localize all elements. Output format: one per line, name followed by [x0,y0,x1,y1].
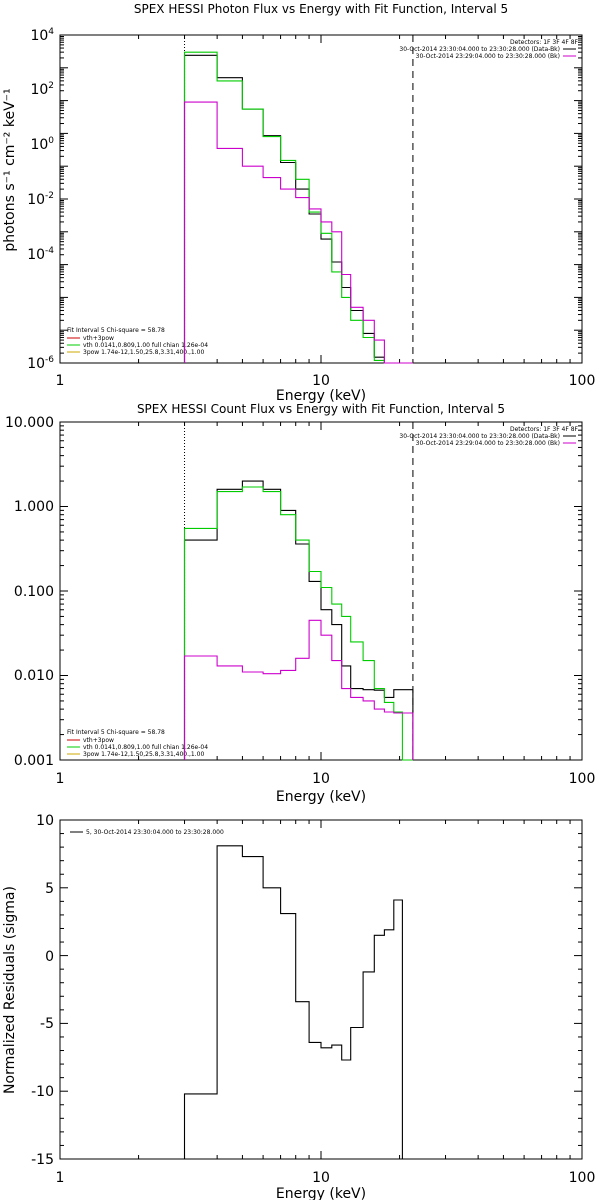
x-tick-label: 100 [569,373,596,389]
legend-entry-bk: 30-Oct-2014 23:29:04.000 to 23:30:28.000… [416,53,560,60]
x-tick-label: 1 [56,1170,65,1186]
legend-entry: 3pow 1.74e-12,1.50,25.8,3.31,400.,1.00 [83,349,204,356]
y-tick-label: 100 [30,136,54,153]
photon-flux-panel: SPEX HESSI Photon Flux vs Energy with Fi… [2,2,595,404]
series-data [183,54,413,364]
legend-entry: vth+3pow [83,737,114,744]
y-tick-label: 5 [45,881,54,897]
y-tick-label: -10 [31,1084,54,1100]
y-tick-label: 10-2 [27,191,54,208]
legend-top: Detectors: 1F 3F 4F 8F 30-Oct-2014 23:30… [399,39,578,60]
legend-entry: vth+3pow [83,335,114,342]
x-tick-label: 10 [312,771,330,787]
y-tick-label: 0.010 [14,668,54,684]
plot-frame [59,819,583,1160]
residuals-panel: Energy (keV) Normalized Residuals (sigma… [2,813,596,1202]
y-tick-label: 10-4 [27,246,54,263]
y-tick-label: 10 [36,813,54,829]
legend-entry-data-bk: 30-Oct-2014 23:30:04.000 to 23:30:28.000… [399,46,560,53]
series-3pow [183,101,413,364]
x-tick-label: 1 [56,373,65,389]
x-tick-labels: 1 10 100 [56,1170,596,1186]
chart-title: SPEX HESSI Photon Flux vs Energy with Fi… [134,2,508,16]
series-data [183,480,414,760]
series-5-30-oct-2014-23-30-04-000-to- [183,845,413,1160]
y-axis-label: photons s⁻¹ cm⁻² keV⁻¹ [2,88,18,251]
x-tick-label: 1 [56,771,65,787]
legend-entry-bk: 30-Oct-2014 23:29:04.000 to 23:30:28.000… [416,440,560,447]
y-tick-label: 104 [30,27,54,44]
legend-top: Detectors: 1F 3F 4F 8F 30-Oct-2014 23:30… [399,426,578,447]
y-tick-labels: 104 102 100 10-2 10-4 10-6 [27,27,54,372]
legend-entry: vth 0.0141,0.809,1.00 full chian 1.26e-0… [83,744,208,751]
series-vth-3pow [183,486,413,761]
legend-entry: 3pow 1.74e-12,1.50,25.8,3.31,400.,1.00 [83,751,204,758]
legend-fit-header: Fit Interval 5 Chi-square = 58.78 [67,729,165,736]
x-tick-label: 100 [569,1170,596,1186]
legend-detectors: Detectors: 1F 3F 4F 8F [510,39,579,46]
chart-title: SPEX HESSI Count Flux vs Energy with Fit… [137,402,505,416]
count-flux-panel: SPEX HESSI Count Flux vs Energy with Fit… [5,402,595,805]
plot-frame [59,34,583,364]
x-axis-label: Energy (keV) [276,789,366,805]
series-vth-3pow [183,51,413,364]
series-3pow [183,619,414,760]
y-tick-label: 0 [45,949,54,965]
x-axis-label: Energy (keV) [276,1186,366,1200]
y-tick-labels: 10.000 1.000 0.100 0.010 0.001 [5,415,54,769]
x-tick-labels: 1 10 100 [56,373,596,389]
x-tick-label: 100 [569,771,596,787]
legend-bottom: Fit Interval 5 Chi-square = 58.78 vth+3p… [67,729,208,758]
x-axis-label: Energy (keV) [276,388,366,404]
y-tick-label: -5 [40,1016,54,1032]
y-tick-label: -15 [31,1152,54,1168]
legend: 5, 30-Oct-2014 23:30:04.000 to 23:30:28.… [70,829,224,836]
x-tick-label: 10 [312,373,330,389]
y-tick-label: 10-6 [27,355,54,372]
y-tick-label: 0.100 [14,584,54,600]
legend-detectors: Detectors: 1F 3F 4F 8F [510,426,579,433]
legend-fit-header: Fit Interval 5 Chi-square = 58.78 [67,327,165,334]
legend-bottom: Fit Interval 5 Chi-square = 58.78 vth+3p… [67,327,208,356]
y-tick-label: 10.000 [5,415,54,431]
legend-entry-data-bk: 30-Oct-2014 23:30:04.000 to 23:30:28.000… [399,433,560,440]
y-axis-label: Normalized Residuals (sigma) [2,886,18,1094]
legend-entry: 5, 30-Oct-2014 23:30:04.000 to 23:30:28.… [86,829,224,836]
y-tick-label: 0.001 [14,753,54,769]
y-tick-label: 1.000 [14,499,54,515]
x-tick-labels: 1 10 100 [56,771,596,787]
x-tick-label: 10 [312,1170,330,1186]
legend-entry: vth 0.0141,0.809,1.00 full chian 1.26e-0… [83,342,208,349]
y-tick-label: 102 [30,81,54,98]
y-tick-labels: 10 5 0 -5 -10 -15 [31,813,54,1168]
